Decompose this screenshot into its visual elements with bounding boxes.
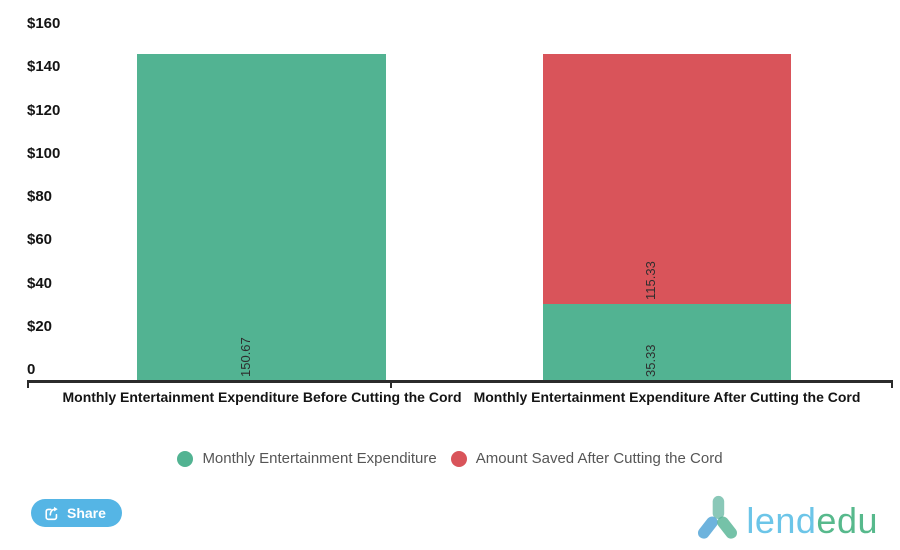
legend-dot-red-icon <box>450 451 467 467</box>
lendedu-logo[interactable]: lendedu <box>693 493 878 548</box>
y-axis-label: $120 <box>27 101 61 119</box>
bar-value-label: 115.33 <box>643 261 658 301</box>
logo-text-lend: lend <box>746 499 817 541</box>
y-axis-label: $80 <box>27 188 53 205</box>
x-axis-tick <box>27 383 29 388</box>
bar-segment[interactable] <box>543 304 791 381</box>
share-button[interactable]: Share <box>31 499 122 527</box>
x-axis-line <box>27 380 893 383</box>
bar-segment[interactable] <box>543 54 791 305</box>
share-button-label: Share <box>67 505 106 521</box>
legend-item-saved[interactable]: Amount Saved After Cutting the Cord <box>450 449 723 469</box>
y-axis-label: $160 <box>27 15 61 32</box>
bar-segment[interactable] <box>137 54 386 381</box>
legend-label: Monthly Entertainment Expenditure <box>202 450 437 467</box>
bar-value-label: 35.33 <box>643 344 658 377</box>
y-axis-label: $60 <box>27 231 53 249</box>
y-axis-label: $140 <box>27 58 61 76</box>
legend-item-expenditure[interactable]: Monthly Entertainment Expenditure <box>177 449 437 469</box>
x-axis-category-label-2: Monthly Entertainment Expenditure After … <box>473 389 861 405</box>
logo-wordmark: lendedu <box>746 496 878 546</box>
y-axis-label: 0 <box>27 361 36 378</box>
x-axis-tick <box>390 383 392 388</box>
chart-legend: Monthly Entertainment Expenditure Amount… <box>0 449 900 469</box>
lendedu-logo-icon <box>693 493 741 548</box>
bar-value-label: 150.67 <box>237 337 253 377</box>
y-axis-label: $100 <box>27 144 61 162</box>
x-axis-category-label-1: Monthly Entertainment Expenditure Before… <box>62 389 462 405</box>
y-axis-label: $20 <box>27 317 53 335</box>
legend-label: Amount Saved After Cutting the Cord <box>475 450 723 467</box>
legend-dot-green-icon <box>177 451 194 467</box>
share-icon <box>43 505 60 522</box>
y-axis-label: $40 <box>27 274 53 292</box>
logo-text-edu: edu <box>816 499 878 541</box>
x-axis-tick <box>891 383 893 388</box>
